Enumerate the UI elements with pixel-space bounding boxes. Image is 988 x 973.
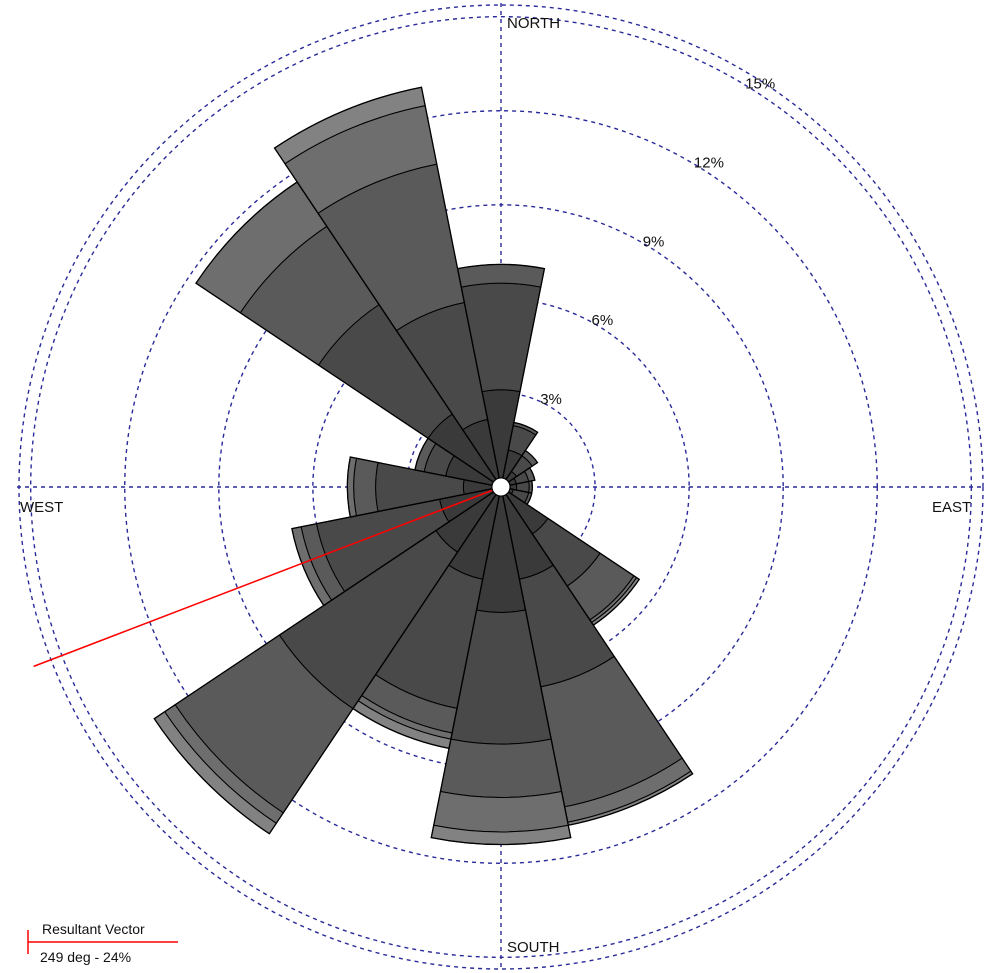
petal-W (346, 456, 493, 518)
ring-labels: 3% 6% 9% 12% 15% (540, 76, 775, 409)
legend-value: 249 deg - 24% (40, 949, 131, 965)
legend-title: Resultant Vector (42, 921, 145, 937)
petal-S (430, 495, 572, 846)
petal-S-bin-4 (433, 790, 569, 833)
ring-label-3pct: 3% (540, 391, 562, 408)
ring-label-15pct: 15% (745, 76, 775, 93)
north-label: NORTH (507, 15, 560, 32)
resultant-vector-legend: Resultant Vector 249 deg - 24% (27, 921, 178, 965)
south-label: SOUTH (507, 939, 560, 956)
petal-NW (195, 181, 497, 483)
petal-SW (153, 491, 497, 835)
petal-WSW (291, 487, 495, 607)
ring-label-9pct: 9% (643, 233, 665, 250)
petal-SSW (352, 493, 501, 750)
direction-petals (153, 86, 694, 846)
center-calm-circle (491, 477, 511, 497)
petal-NNW (273, 86, 501, 481)
resultant-vector (33, 486, 502, 668)
petal-W-bin-3 (353, 457, 379, 517)
east-label: EAST (932, 499, 971, 516)
ring-label-12pct: 12% (694, 154, 724, 171)
petal-SSE (501, 493, 694, 827)
petal-SE (505, 491, 641, 627)
compass-axes (17, 3, 985, 971)
petal-WNW (414, 437, 495, 487)
west-label: WEST (20, 499, 63, 516)
resultant-vector-line (33, 486, 502, 668)
ring-label-6pct: 6% (592, 312, 614, 329)
petal-NE (505, 449, 539, 483)
petal-S-bin-3 (439, 738, 563, 798)
ring-12pct (124, 110, 878, 864)
